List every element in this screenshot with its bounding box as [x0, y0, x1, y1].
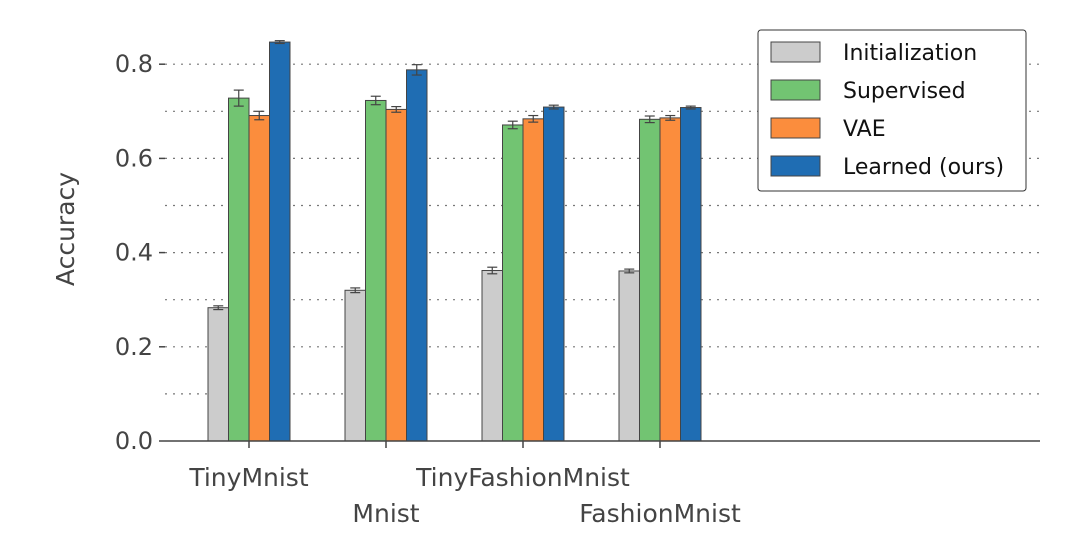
bar: [365, 99, 387, 442]
bar: [522, 118, 544, 442]
bar: [269, 41, 291, 442]
x-tick-label: Mnist: [352, 499, 419, 528]
bar: [543, 106, 565, 442]
legend-label: Initialization: [843, 41, 977, 66]
bar: [344, 289, 366, 442]
bar: [659, 117, 681, 442]
legend-box: [757, 29, 1027, 192]
bars: [207, 40, 702, 442]
x-tick-label: FashionMnist: [579, 499, 741, 528]
y-tick-label: 0.8: [115, 50, 153, 78]
bar: [406, 69, 428, 442]
y-tick-label: 0.2: [115, 333, 153, 361]
y-tick-label: 0.4: [115, 239, 153, 267]
bar: [639, 118, 661, 442]
y-tick-label: 0.6: [115, 144, 153, 172]
bar: [385, 108, 407, 442]
legend-label: Learned (ours): [843, 155, 1004, 180]
bar: [481, 269, 503, 442]
bar: [207, 307, 229, 442]
legend-label: VAE: [843, 117, 886, 142]
bar: [680, 107, 702, 442]
y-tick-label: 0.0: [115, 427, 153, 455]
legend-swatch: [770, 79, 821, 101]
legend-swatch: [770, 41, 821, 63]
bar: [228, 97, 250, 442]
bar: [618, 270, 640, 442]
y-axis-label: Accuracy: [51, 172, 80, 286]
legend: Initialization Supervised VAE Learned (ours…: [757, 29, 1027, 192]
x-tick-labels: TinyMnist Mnist TinyFashionMnist FashionMni…: [188, 441, 741, 528]
legend-swatch: [770, 155, 821, 177]
bar: [248, 115, 270, 442]
y-tick-labels: 0.0 0.2 0.4 0.6 0.8: [115, 50, 165, 455]
bar: [502, 124, 524, 442]
legend-label: Supervised: [843, 79, 966, 104]
x-tick-label: TinyMnist: [188, 463, 308, 492]
x-tick-label: TinyFashionMnist: [415, 463, 630, 492]
legend-swatch: [770, 117, 821, 139]
